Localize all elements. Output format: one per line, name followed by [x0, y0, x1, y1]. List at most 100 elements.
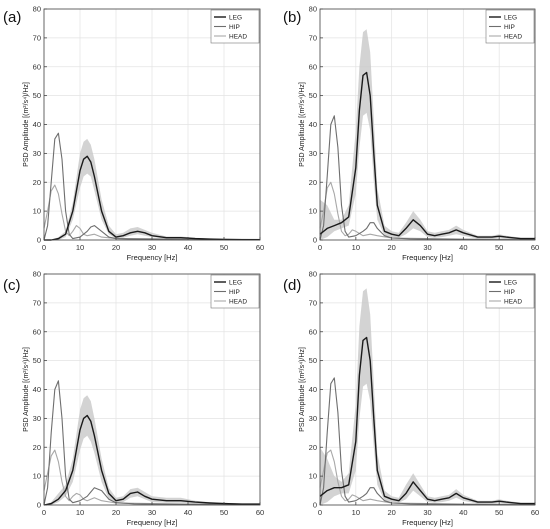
- panel-label: (b): [283, 9, 301, 26]
- legend-entry-leg: LEG: [504, 280, 517, 287]
- legend-entry-head: HEAD: [229, 299, 247, 306]
- y-tick-label: 30: [33, 414, 41, 423]
- confidence-band-leg: [320, 288, 535, 505]
- x-tick-label: 0: [42, 508, 46, 517]
- panel-b: (b) 0 10 20 30 40 50 60 0 10 20 30 40 50 60 70 80 Frequen…: [283, 5, 539, 263]
- y-tick-label: 70: [309, 298, 317, 307]
- x-tick-label: 30: [423, 508, 431, 517]
- y-tick-label: 30: [33, 149, 41, 158]
- legend: LEG HIP HEAD: [210, 274, 260, 309]
- y-tick-label: 40: [309, 120, 317, 129]
- confidence-band-leg: [44, 395, 260, 505]
- y-tick-label: 0: [37, 501, 41, 510]
- y-axis-label: PSD Amplitude [(m²/s⁴)/Hz]: [23, 82, 30, 167]
- series-line-leg: [43, 414, 260, 506]
- y-tick-label: 10: [33, 207, 41, 216]
- y-tick-label: 60: [33, 327, 41, 336]
- x-tick-label: 60: [531, 243, 539, 252]
- panel-label: (a): [3, 9, 21, 26]
- y-tick-label: 80: [309, 5, 317, 14]
- series-line-leg: [319, 336, 535, 505]
- legend: LEG HIP HEAD: [485, 9, 535, 44]
- x-tick-label: 30: [148, 508, 156, 517]
- y-tick-label: 20: [33, 443, 41, 452]
- x-tick-label: 50: [220, 243, 228, 252]
- y-tick-label: 60: [309, 62, 317, 71]
- legend-entry-hip: HIP: [229, 24, 240, 31]
- x-tick-label: 20: [112, 243, 120, 252]
- x-tick-label: 30: [423, 243, 431, 252]
- x-tick-label: 30: [148, 243, 156, 252]
- y-tick-label: 70: [309, 33, 317, 42]
- y-tick-label: 0: [37, 236, 41, 245]
- y-axis-label: PSD Amplitude [(m²/s⁴)/Hz]: [23, 347, 30, 432]
- panel-c: (c) 0 10 20 30 40 50 60 0 10 20 30 40 50 60 70 80 Frequen…: [3, 270, 264, 528]
- y-tick-label: 10: [309, 207, 317, 216]
- series-line-hip: [43, 380, 260, 506]
- x-axis-label: Frequency [Hz]: [127, 253, 178, 262]
- y-axis-label: PSD Amplitude [(m²/s⁴)/Hz]: [299, 347, 306, 432]
- x-axis-label: Frequency [Hz]: [402, 518, 453, 527]
- x-tick-label: 20: [387, 508, 395, 517]
- series-line-leg: [319, 71, 535, 240]
- y-tick-label: 70: [33, 298, 41, 307]
- x-axis-label: Frequency [Hz]: [402, 253, 453, 262]
- x-tick-label: 0: [318, 508, 322, 517]
- legend: LEG HIP HEAD: [485, 274, 535, 309]
- y-tick-label: 70: [33, 33, 41, 42]
- x-tick-label: 50: [220, 508, 228, 517]
- y-tick-label: 10: [33, 472, 41, 481]
- legend-entry-leg: LEG: [229, 280, 242, 287]
- y-tick-label: 20: [33, 178, 41, 187]
- y-tick-label: 30: [309, 149, 317, 158]
- legend-entry-leg: LEG: [229, 15, 242, 22]
- y-tick-label: 60: [33, 62, 41, 71]
- legend-entry-head: HEAD: [504, 34, 522, 41]
- y-tick-label: 10: [309, 472, 317, 481]
- panel-a: (a) 0 10 20 30 40 50 60 0 10 20 30 40 50 60 70 80 Frequen…: [3, 5, 264, 263]
- y-tick-label: 20: [309, 443, 317, 452]
- legend-entry-hip: HIP: [504, 289, 515, 296]
- x-tick-label: 40: [459, 243, 467, 252]
- x-tick-label: 50: [495, 508, 503, 517]
- x-axis-label: Frequency [Hz]: [127, 518, 178, 527]
- x-tick-label: 20: [112, 508, 120, 517]
- y-tick-label: 80: [33, 270, 41, 279]
- panel-label: (c): [3, 277, 21, 294]
- x-tick-label: 20: [387, 243, 395, 252]
- x-tick-label: 40: [459, 508, 467, 517]
- x-tick-label: 10: [76, 508, 84, 517]
- legend-entry-leg: LEG: [504, 15, 517, 22]
- x-tick-label: 40: [184, 508, 192, 517]
- series-line-hip: [319, 115, 535, 241]
- x-tick-label: 60: [531, 508, 539, 517]
- y-tick-label: 50: [309, 356, 317, 365]
- legend: LEG HIP HEAD: [210, 9, 260, 44]
- y-tick-label: 80: [33, 5, 41, 14]
- panel-d: (d) 0 10 20 30 40 50 60 0 10 20 30 40 50 60 70 80 Frequen…: [283, 270, 539, 528]
- y-tick-label: 40: [33, 120, 41, 129]
- legend-entry-hip: HIP: [504, 24, 515, 31]
- y-tick-label: 80: [309, 270, 317, 279]
- x-tick-label: 10: [352, 243, 360, 252]
- y-tick-label: 0: [313, 501, 317, 510]
- x-tick-label: 0: [42, 243, 46, 252]
- x-tick-label: 50: [495, 243, 503, 252]
- x-tick-label: 10: [352, 508, 360, 517]
- y-tick-label: 50: [33, 91, 41, 100]
- panel-label: (d): [283, 277, 301, 294]
- x-tick-label: 60: [256, 243, 264, 252]
- y-tick-label: 40: [33, 385, 41, 394]
- series-line-hip: [319, 377, 535, 506]
- y-axis-label: PSD Amplitude [(m²/s⁴)/Hz]: [299, 82, 306, 167]
- legend-entry-head: HEAD: [229, 34, 247, 41]
- y-tick-label: 20: [309, 178, 317, 187]
- y-tick-label: 30: [309, 414, 317, 423]
- y-tick-label: 50: [33, 356, 41, 365]
- x-tick-label: 0: [318, 243, 322, 252]
- x-tick-label: 10: [76, 243, 84, 252]
- y-tick-label: 60: [309, 327, 317, 336]
- legend-entry-head: HEAD: [504, 299, 522, 306]
- y-tick-label: 0: [313, 236, 317, 245]
